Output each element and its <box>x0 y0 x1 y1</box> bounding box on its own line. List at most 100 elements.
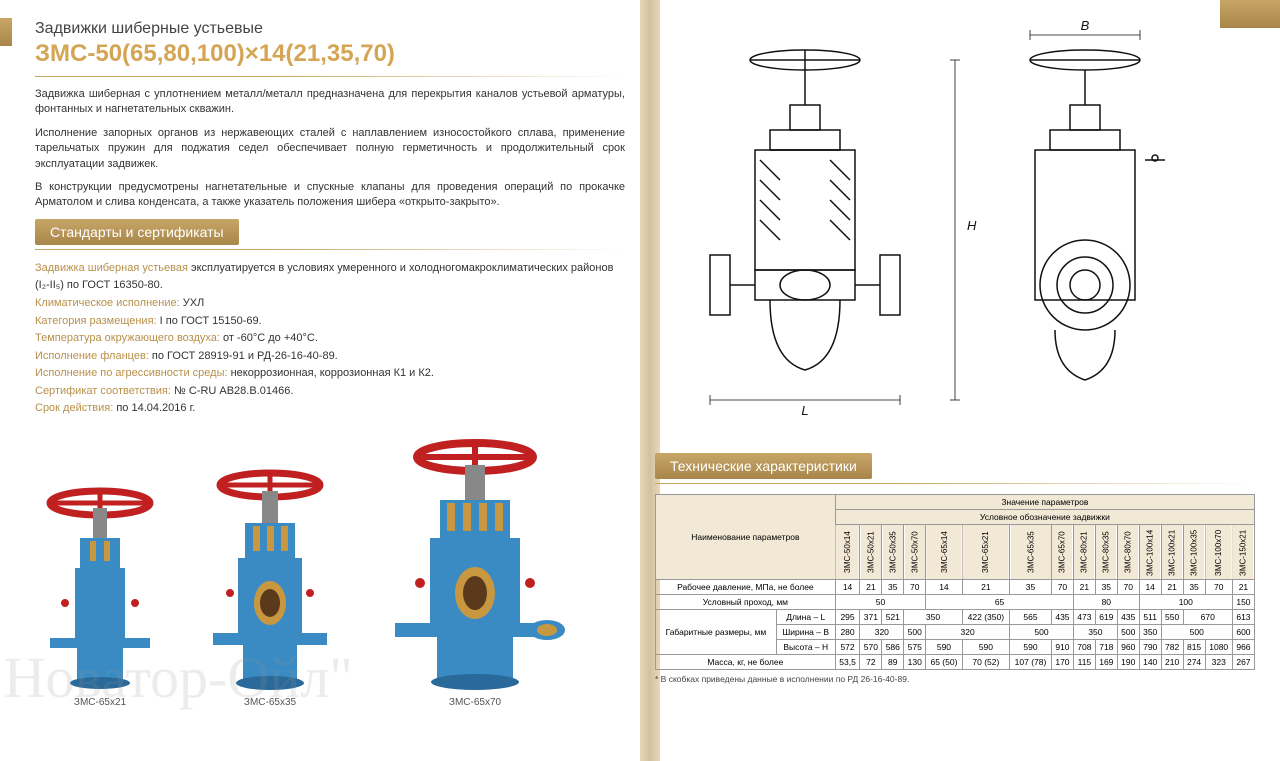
cell: 267 <box>1232 655 1254 670</box>
spec-line: Исполнение по агрессивности среды: некор… <box>35 365 625 383</box>
cell: 14 <box>926 580 963 595</box>
cell: 21 <box>1232 580 1254 595</box>
standards-intro: Задвижка шиберная устьевая эксплуатирует… <box>35 260 625 295</box>
cell: 190 <box>1117 655 1139 670</box>
cell: 910 <box>1051 640 1073 655</box>
valve-3-svg <box>375 433 575 693</box>
cell: 590 <box>962 640 1009 655</box>
cell: 295 <box>835 610 860 625</box>
spec-value: некоррозионная, коррозионная К1 и К2. <box>228 367 434 379</box>
mass-label: Масса, кг, не более <box>656 655 836 670</box>
spec-value: № C-RU АВ28.В.01466. <box>171 385 293 397</box>
cell: 80 <box>1073 595 1139 610</box>
valve-3: ЗМС-65х70 <box>375 433 575 708</box>
cell: 169 <box>1095 655 1117 670</box>
spec-line: Исполнение фланцев: по ГОСТ 28919-91 и Р… <box>35 348 625 366</box>
cell: 1080 <box>1205 640 1232 655</box>
cell: 500 <box>1117 625 1139 640</box>
valve-3-caption: ЗМС-65х70 <box>375 697 575 708</box>
dim-H: H <box>967 218 977 233</box>
cell: 422 (350) <box>962 610 1009 625</box>
spec-label: Сертификат соответствия: <box>35 385 171 397</box>
cell: 130 <box>904 655 926 670</box>
cell: 280 <box>835 625 860 640</box>
cell: 500 <box>1010 625 1074 640</box>
cell: 511 <box>1139 610 1161 625</box>
cell: 323 <box>1205 655 1232 670</box>
technical-drawing: L H B <box>655 20 1215 440</box>
spec-line: Сертификат соответствия: № C-RU АВ28.В.0… <box>35 383 625 401</box>
model-header: ЗМС-50х35 <box>882 525 904 580</box>
cell: 50 <box>835 595 925 610</box>
valve-2-caption: ЗМС-65х35 <box>195 697 345 708</box>
standards-underline <box>35 249 625 250</box>
desc-p1: Задвижка шиберная с уплотнением металл/м… <box>35 87 625 118</box>
model-header: ЗМС-50х14 <box>835 525 860 580</box>
cell: 521 <box>882 610 904 625</box>
spec-value: I по ГОСТ 15150-69. <box>157 315 262 327</box>
cell: 35 <box>1095 580 1117 595</box>
dim-B: B <box>1081 20 1090 33</box>
dims-label: Габаритные размеры, мм <box>656 610 777 655</box>
model-header: ЗМС-100х21 <box>1161 525 1183 580</box>
cell: 210 <box>1161 655 1183 670</box>
B-label: Ширина – В <box>776 625 835 640</box>
spec-value: УХЛ <box>180 297 205 309</box>
spec-value: от -60°С до +40°С. <box>220 332 318 344</box>
cell: 320 <box>860 625 904 640</box>
cell: 708 <box>1073 640 1095 655</box>
spec-label: Климатическое исполнение: <box>35 297 180 309</box>
cell: 115 <box>1073 655 1095 670</box>
cell: 14 <box>835 580 860 595</box>
cell: 21 <box>1161 580 1183 595</box>
cell: 613 <box>1232 610 1254 625</box>
model-header: ЗМС-65х70 <box>1051 525 1073 580</box>
cell: 619 <box>1095 610 1117 625</box>
cell: 590 <box>926 640 963 655</box>
page-spread: Задвижки шиберные устьевые ЗМС-50(65,80,… <box>0 0 1280 761</box>
spec-line: Срок действия: по 14.04.2016 г. <box>35 400 625 418</box>
cell: 70 (52) <box>962 655 1009 670</box>
standards-heading: Стандарты и сертификаты <box>35 219 239 245</box>
cell: 500 <box>1161 625 1232 640</box>
cell: 575 <box>904 640 926 655</box>
left-column: Задвижки шиберные устьевые ЗМС-50(65,80,… <box>0 0 640 761</box>
cell: 140 <box>1139 655 1161 670</box>
cell: 550 <box>1161 610 1183 625</box>
cell: 21 <box>860 580 882 595</box>
desc-p3: В конструкции предусмотрены нагнетательн… <box>35 180 625 211</box>
valve-images-row: ЗМС-65х21 <box>35 433 625 708</box>
bore-row: Условный проход, мм 506580100150 <box>656 595 1255 610</box>
valve-2-svg <box>195 463 345 693</box>
th-param: Наименование параметров <box>656 495 836 580</box>
pressure-row: Рабочее давление, МПа, не более 14213570… <box>656 580 1255 595</box>
model-header: ЗМС-80х35 <box>1095 525 1117 580</box>
spec-line: Климатическое исполнение: УХЛ <box>35 295 625 313</box>
spec-label: Исполнение по агрессивности среды: <box>35 367 228 379</box>
cell: 72 <box>860 655 882 670</box>
cell: 70 <box>1205 580 1232 595</box>
cell: 350 <box>1073 625 1117 640</box>
cell: 35 <box>1010 580 1052 595</box>
cell: 274 <box>1183 655 1205 670</box>
dim-L: L <box>801 403 808 418</box>
cell: 70 <box>1051 580 1073 595</box>
cell: 21 <box>962 580 1009 595</box>
model-header: ЗМС-100х70 <box>1205 525 1232 580</box>
valve-1: ЗМС-65х21 <box>35 483 165 708</box>
spec-line: Категория размещения: I по ГОСТ 15150-69… <box>35 313 625 331</box>
spec-line: Температура окружающего воздуха: от -60°… <box>35 330 625 348</box>
cell: 107 (78) <box>1010 655 1052 670</box>
spec-value: по ГОСТ 28919-91 и РД-26-16-40-89. <box>149 350 338 362</box>
cell: 586 <box>882 640 904 655</box>
cell: 53,5 <box>835 655 860 670</box>
cell: 670 <box>1183 610 1232 625</box>
cell: 89 <box>882 655 904 670</box>
spec-label: Категория размещения: <box>35 315 157 327</box>
cell: 35 <box>1183 580 1205 595</box>
cell: 572 <box>835 640 860 655</box>
pressure-label: Рабочее давление, МПа, не более <box>656 580 836 595</box>
cell: 70 <box>904 580 926 595</box>
cell: 170 <box>1051 655 1073 670</box>
model-header: ЗМС-80х70 <box>1117 525 1139 580</box>
